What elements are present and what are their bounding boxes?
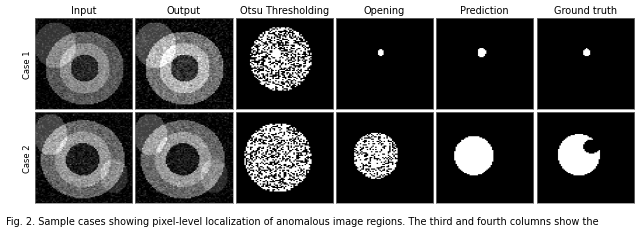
Text: Case 1: Case 1 [23, 50, 32, 78]
Text: Otsu Thresholding: Otsu Thresholding [240, 6, 329, 16]
Text: Opening: Opening [364, 6, 405, 16]
Text: Fig. 2. Sample cases showing pixel-level localization of anomalous image regions: Fig. 2. Sample cases showing pixel-level… [6, 216, 599, 226]
Text: Case 2: Case 2 [23, 143, 32, 172]
Text: Prediction: Prediction [461, 6, 509, 16]
Text: Input: Input [71, 6, 97, 16]
Text: Ground truth: Ground truth [554, 6, 616, 16]
Text: Output: Output [167, 6, 201, 16]
